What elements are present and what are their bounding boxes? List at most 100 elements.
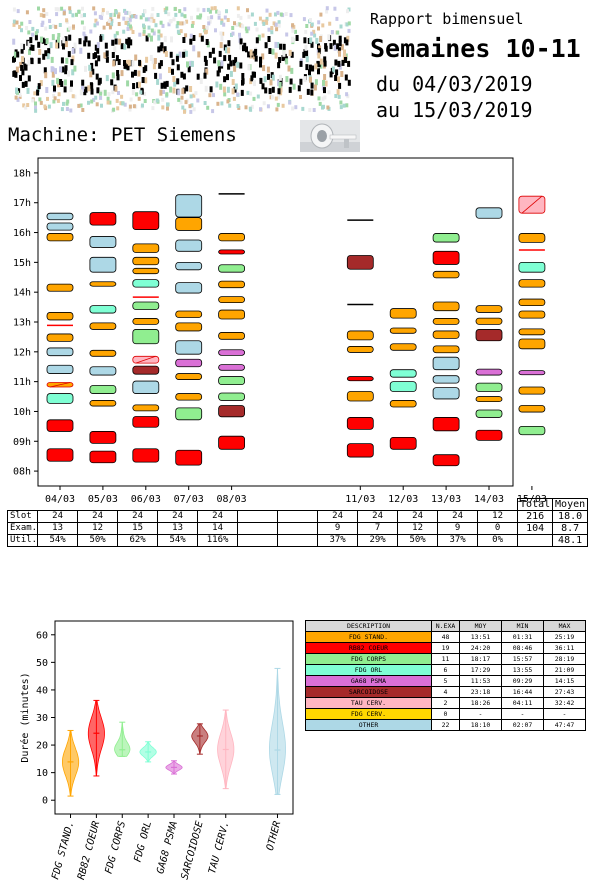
x-tick-label: 12/03 (388, 494, 418, 505)
utilization-table: Total Moyen Slot 24 24 24 24 24 24 24 24 24 12 216 18.… (6, 498, 589, 547)
exam-stats-table: DESCRIPTION N.EXA MOY MIN MAX FDG STAND. 48 13:… (305, 620, 586, 731)
summary-header: Total (517, 498, 554, 511)
description-cell: GA68 PSMA (305, 675, 432, 687)
exam-block (346, 391, 374, 402)
exam-block (132, 448, 160, 463)
exam-block (46, 364, 74, 374)
exam-block (132, 380, 160, 394)
exam-block (46, 283, 74, 292)
row-label: Util. (6, 534, 39, 547)
x-tick-label: FDG STAND. (50, 820, 76, 881)
exam-block (432, 250, 460, 265)
exam-block (475, 429, 503, 441)
total-cell: 104 (517, 522, 554, 535)
exam-block (389, 369, 417, 378)
table-cell: 0% (477, 534, 519, 547)
exam-block (518, 405, 546, 413)
description-cell: FDG ORL (305, 664, 432, 676)
exam-block (518, 310, 546, 319)
x-tick-label: FDG ORL (132, 820, 154, 864)
x-tick-label: TAU CERV. (207, 820, 232, 875)
exam-block (132, 267, 160, 275)
y-tick-label: 20 (36, 741, 48, 752)
exam-block (89, 431, 117, 444)
moy-cell: 24:20 (459, 642, 502, 654)
table-cell: 37% (437, 534, 479, 547)
exam-block (175, 217, 203, 231)
total-cell (517, 534, 554, 547)
y-tick-label: 10h (13, 407, 31, 418)
table-cell: 24 (157, 510, 199, 523)
max-cell: 28:19 (543, 653, 586, 665)
min-cell: 01:31 (501, 631, 544, 643)
exam-block (475, 305, 503, 313)
y-tick-label: 09h (13, 437, 31, 448)
row-label: Slot (6, 510, 39, 523)
exam-block (89, 256, 117, 273)
table-cell: 62% (117, 534, 159, 547)
max-cell: 27:43 (543, 686, 586, 698)
x-tick-label: OTHER (265, 820, 283, 852)
exam-block (89, 450, 117, 464)
description-cell: FDG CORPS (305, 653, 432, 665)
table-row: OTHER 22 18:10 02:07 47:47 (305, 719, 586, 731)
table-cell: 24 (77, 510, 119, 523)
nexa-cell: 4 (431, 686, 460, 698)
exam-block (175, 282, 203, 294)
description-cell: TAU CERV. (305, 697, 432, 709)
date-to: au 15/03/2019 (376, 98, 533, 122)
exam-block (175, 393, 203, 401)
exam-block (432, 270, 460, 279)
table-cell: 7 (357, 522, 399, 535)
min-cell: - (501, 708, 544, 720)
nexa-cell: 5 (431, 675, 460, 687)
duration-violin-chart: 0 10 20 30 40 50 60 Durée (minutes) FDG STAND. RB… (19, 620, 294, 881)
table-row: TAU CERV. 2 18:26 04:11 32:42 (305, 697, 586, 709)
moy-cell: - (459, 708, 502, 720)
exam-block (432, 330, 460, 339)
exam-block (518, 261, 546, 273)
table-row: GA68 PSMA 5 11:53 09:29 14:15 (305, 675, 586, 687)
min-cell: 08:46 (501, 642, 544, 654)
column-header: DESCRIPTION (305, 620, 432, 632)
exam-block (175, 261, 203, 271)
x-tick-label: 04/03 (45, 494, 75, 505)
table-row: Exam. 13 12 15 13 14 9 7 12 9 0 104 8.7 (6, 522, 589, 535)
y-tick-label: 13h (13, 318, 31, 329)
exam-block (218, 332, 246, 340)
exam-block (518, 233, 546, 243)
min-cell: 04:11 (501, 697, 544, 709)
y-tick-label: 50 (36, 658, 48, 669)
table-cell: 24 (357, 510, 399, 523)
table-cell: 37% (317, 534, 359, 547)
exam-block (132, 416, 160, 428)
table-cell: 9 (317, 522, 359, 535)
exam-block (46, 393, 74, 404)
exam-block (475, 409, 503, 418)
table-cell: 24 (317, 510, 359, 523)
exam-block (175, 239, 203, 252)
table-cell: 13 (157, 522, 199, 535)
x-tick-label: GA68 PSMA (155, 820, 180, 875)
exam-block (346, 443, 374, 458)
exam-block (475, 317, 503, 325)
exam-block (46, 448, 74, 462)
table-cell: 0 (477, 522, 519, 535)
moy-cell: 11:53 (459, 675, 502, 687)
table-row: Slot 24 24 24 24 24 24 24 24 24 12 216 18.0 (6, 510, 589, 523)
exam-block (218, 435, 246, 450)
exam-block (389, 327, 417, 334)
table-cell: 29% (357, 534, 399, 547)
exam-block (518, 370, 546, 376)
exam-block (346, 376, 374, 382)
table-cell: 9 (437, 522, 479, 535)
exam-block (46, 312, 74, 321)
exam-block (475, 382, 503, 392)
y-tick-label: 12h (13, 347, 31, 358)
exam-block (132, 301, 160, 310)
exam-block (218, 296, 246, 304)
nexa-cell: 48 (431, 631, 460, 643)
table-row: Util. 54% 50% 62% 54% 116% 37% 29% 50% 37% 0% 48.1 (6, 534, 589, 547)
min-cell: 16:44 (501, 686, 544, 698)
nexa-cell: 0 (431, 708, 460, 720)
